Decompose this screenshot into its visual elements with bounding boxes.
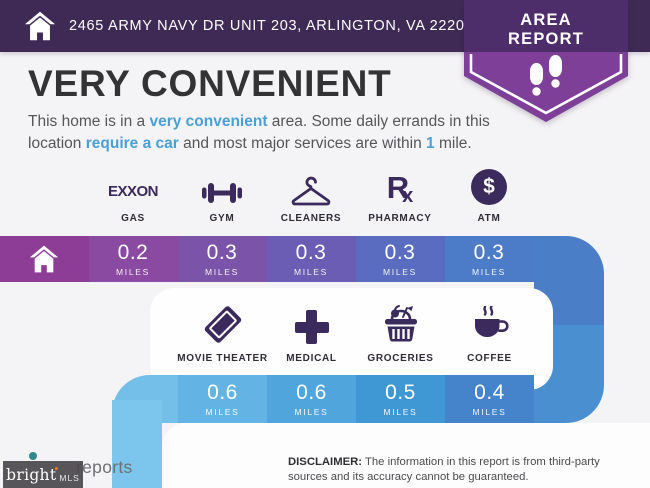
amenity-row-1: EXXON GAS GYM CLEANERS xyxy=(89,164,534,224)
band-pipe-down xyxy=(112,400,162,488)
amenity-label: CLEANERS xyxy=(280,213,342,224)
band-home-cell xyxy=(0,236,89,282)
distance-unit: MILES xyxy=(382,267,417,277)
distance-value: 0.3 xyxy=(295,241,327,264)
distance-unit: MILES xyxy=(471,267,506,277)
brightmls-mls: MLS xyxy=(59,472,80,483)
distance-cell-medical: 0.6 MILES xyxy=(267,375,356,423)
distance-unit: MILES xyxy=(383,407,418,417)
summary-highlight-convenient: very convenient xyxy=(149,113,268,130)
coffee-cup-icon xyxy=(474,306,509,338)
distance-band-row1: 0.2 MILES 0.3 MILES 0.3 MILES 0.3 MILES … xyxy=(0,236,534,282)
brightmls-wordmark: bright xyxy=(6,465,59,484)
amenity-label: GAS xyxy=(121,213,145,224)
home-icon xyxy=(24,11,56,41)
distance-value: 0.5 xyxy=(385,381,416,404)
movie-ticket-icon xyxy=(201,302,245,346)
amenity-coffee: COFFEE xyxy=(445,296,534,364)
exxon-logo: EXXON xyxy=(107,183,159,200)
dollar-sign: $ xyxy=(483,175,495,198)
summary-part: mile. xyxy=(434,135,472,153)
distance-value: 0.3 xyxy=(473,241,505,264)
distance-unit: MILES xyxy=(204,267,239,277)
amenity-cleaners: CLEANERS xyxy=(267,164,356,224)
distance-value: 0.6 xyxy=(207,381,238,404)
summary-text: This home is in a very convenient area. … xyxy=(28,111,490,156)
flame-icon xyxy=(54,466,59,470)
brightmls-bright: bright xyxy=(6,465,57,484)
distance-value: 0.3 xyxy=(206,241,238,264)
reports-logo-text: reports xyxy=(76,457,133,477)
badge-title: AREA REPORT xyxy=(464,11,628,49)
amenity-atm: $ ATM xyxy=(445,164,534,224)
area-report-badge: AREA REPORT xyxy=(464,0,628,124)
dollar-circle-icon: $ xyxy=(471,169,507,205)
distance-unit: MILES xyxy=(115,267,150,277)
brightmls-logo: bright MLS xyxy=(3,461,83,488)
distance-unit: MILES xyxy=(472,407,507,417)
disclaimer-body: The information in this report is from t… xyxy=(288,456,600,484)
amenity-row-2: MOVIE THEATER MEDICAL xyxy=(177,296,534,364)
rx-letter-x: x xyxy=(402,185,414,207)
summary-highlight-mile: 1 xyxy=(426,135,435,153)
distance-cell-atm: 0.3 MILES xyxy=(444,236,534,282)
rx-letter-r: R xyxy=(386,170,410,205)
home-icon xyxy=(30,245,59,273)
amenity-movie-theater: MOVIE THEATER xyxy=(177,296,268,364)
badge-line2: REPORT xyxy=(508,30,584,48)
reports-logo-dot-icon xyxy=(29,452,37,460)
distance-cell-gas: 0.2 MILES xyxy=(88,236,178,282)
amenity-label: GYM xyxy=(209,213,235,224)
page-title: VERY CONVENIENT xyxy=(28,63,392,104)
footprints-icon xyxy=(530,55,562,96)
amenity-groceries: GROCERIES xyxy=(356,296,445,364)
distance-value: 0.4 xyxy=(474,381,505,404)
distance-cell-groceries: 0.5 MILES xyxy=(356,375,445,423)
distance-unit: MILES xyxy=(294,407,329,417)
amenity-label: PHARMACY xyxy=(368,213,432,224)
amenity-label: GROCERIES xyxy=(367,353,434,364)
distance-cell-movie-theater: 0.6 MILES xyxy=(178,375,267,423)
amenity-label: MOVIE THEATER xyxy=(177,353,268,364)
amenity-gym: GYM xyxy=(178,164,267,224)
medical-cross-icon xyxy=(294,310,329,344)
distance-value: 0.2 xyxy=(117,241,149,264)
amenity-label: ATM xyxy=(477,213,501,224)
disclaimer-text: DISCLAIMER: The information in this repo… xyxy=(288,455,636,486)
distance-cell-gym: 0.3 MILES xyxy=(177,236,267,282)
amenity-label: COFFEE xyxy=(467,353,512,364)
property-address: 2465 ARMY NAVY DR UNIT 203, ARLINGTON, V… xyxy=(69,18,474,34)
summary-part: and most major services are within xyxy=(178,135,427,153)
distance-cell-cleaners: 0.3 MILES xyxy=(266,236,356,282)
dumbbell-icon xyxy=(202,183,242,203)
distance-cell-coffee: 0.4 MILES xyxy=(445,375,534,423)
distance-band-row2: 0.6 MILES 0.6 MILES 0.5 MILES 0.4 MILES xyxy=(178,375,534,423)
rx-icon: R x xyxy=(387,172,414,206)
amenity-label: MEDICAL xyxy=(286,353,337,364)
amenity-medical: MEDICAL xyxy=(267,296,356,364)
hanger-icon xyxy=(291,176,331,206)
badge-line1: AREA xyxy=(520,11,572,29)
distance-unit: MILES xyxy=(205,407,240,417)
summary-highlight-car: require a car xyxy=(85,135,179,153)
amenity-pharmacy: R x PHARMACY xyxy=(356,164,445,224)
distance-value: 0.6 xyxy=(296,381,327,404)
summary-part: This home is in a xyxy=(28,113,150,130)
distance-unit: MILES xyxy=(293,267,328,277)
disclaimer-label: DISCLAIMER: xyxy=(288,456,363,468)
distance-value: 0.3 xyxy=(384,241,416,264)
disclaimer-panel xyxy=(162,423,650,488)
grocery-basket-icon xyxy=(384,305,417,342)
distance-cell-pharmacy: 0.3 MILES xyxy=(355,236,445,282)
summary-part: area. Some daily errands in this locatio… xyxy=(28,113,490,153)
amenity-gas: EXXON GAS xyxy=(89,164,178,224)
